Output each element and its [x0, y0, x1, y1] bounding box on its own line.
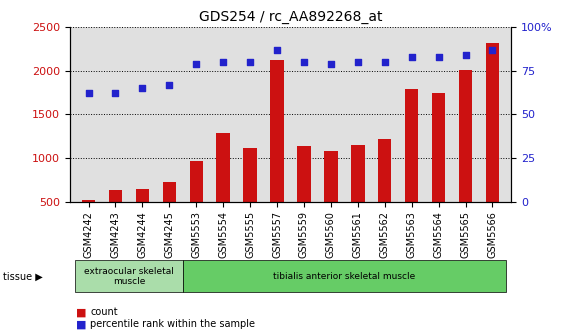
- Text: percentile rank within the sample: percentile rank within the sample: [90, 319, 255, 329]
- Point: [84, 91, 93, 96]
- Point: [488, 47, 497, 52]
- Text: tibialis anterior skeletal muscle: tibialis anterior skeletal muscle: [273, 272, 415, 281]
- Text: tissue ▶: tissue ▶: [3, 271, 42, 281]
- Point: [353, 59, 363, 65]
- Bar: [324, 151, 338, 245]
- Bar: [432, 93, 445, 245]
- Text: ■: ■: [76, 307, 86, 318]
- Point: [380, 59, 389, 65]
- Bar: [351, 145, 364, 245]
- Point: [434, 54, 443, 59]
- Bar: [459, 70, 472, 245]
- Bar: [163, 181, 176, 245]
- Point: [111, 91, 120, 96]
- Point: [138, 85, 147, 91]
- Point: [272, 47, 282, 52]
- Bar: [82, 200, 95, 245]
- Point: [218, 59, 228, 65]
- Bar: [189, 161, 203, 245]
- Point: [461, 52, 470, 57]
- Point: [164, 82, 174, 87]
- Text: extraocular skeletal
muscle: extraocular skeletal muscle: [84, 267, 174, 286]
- Text: count: count: [90, 307, 118, 318]
- Point: [299, 59, 309, 65]
- Title: GDS254 / rc_AA892268_at: GDS254 / rc_AA892268_at: [199, 10, 382, 25]
- Bar: [217, 133, 230, 245]
- Bar: [243, 148, 257, 245]
- Bar: [297, 146, 311, 245]
- Text: ■: ■: [76, 319, 86, 329]
- Bar: [378, 139, 392, 245]
- Bar: [486, 43, 499, 245]
- Bar: [270, 60, 284, 245]
- Point: [407, 54, 417, 59]
- Point: [327, 61, 336, 66]
- Point: [245, 59, 254, 65]
- Bar: [136, 190, 149, 245]
- Point: [192, 61, 201, 66]
- Bar: [109, 190, 122, 245]
- Bar: [405, 89, 418, 245]
